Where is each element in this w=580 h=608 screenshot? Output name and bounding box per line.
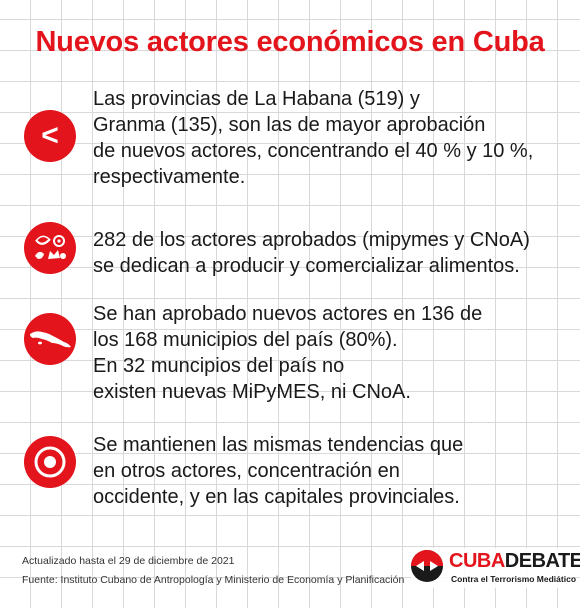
text-line: los 168 municipios del país (80%). — [93, 329, 398, 351]
item-text-1: Las provincias de La Habana (519) y Gran… — [93, 86, 533, 190]
text-line: En 32 muncipios del país no — [93, 355, 345, 377]
text-line: Se mantienen las mismas tendencias que — [93, 434, 464, 456]
page-title: Nuevos actores económicos en Cuba — [35, 26, 545, 58]
text-line: de nuevos actores, concentrando el 40 % … — [93, 140, 534, 162]
logo-wordmark: CUBADEBATE — [449, 550, 580, 573]
text-line: se dedican a producir y comercializar al… — [93, 255, 520, 277]
text-line: occidente, y en las capitales provincial… — [93, 486, 460, 508]
item-text-3: Se han aprobado nuevos actores en 136 de… — [93, 301, 482, 405]
text-line: 282 de los actores aprobados (mipymes y … — [93, 229, 530, 251]
text-line: respectivamente. — [93, 166, 246, 188]
food-icon — [24, 222, 76, 274]
less-than-icon: < — [24, 110, 76, 162]
target-rings-icon — [34, 446, 66, 478]
text-line: en otros actores, concentración en — [93, 460, 400, 482]
logo-mark-icon — [411, 550, 443, 582]
item-text-4: Se mantienen las mismas tendencias que e… — [93, 432, 463, 510]
food-glyph-icon — [35, 235, 66, 259]
text-line: existen nuevas MiPyMES, ni CNoA. — [93, 381, 411, 403]
logo-tagline: Contra el Terrorismo Mediático — [451, 574, 577, 584]
item-text-2: 282 de los actores aprobados (mipymes y … — [93, 227, 530, 279]
cuba-map-icon — [24, 313, 76, 365]
logo-brand-b: DEBATE — [504, 550, 580, 572]
logo-brand-a: CUBA — [449, 550, 505, 572]
source-note: Fuente: Instituto Cubano de Antropología… — [22, 574, 405, 586]
updated-note: Actualizado hasta el 29 de diciembre de … — [22, 555, 235, 567]
text-line: Se han aprobado nuevos actores en 136 de — [93, 303, 483, 325]
less-than-glyph: < — [41, 119, 59, 152]
text-line: Las provincias de La Habana (519) y — [93, 88, 420, 110]
target-icon — [24, 436, 76, 488]
text-line: Granma (135), son las de mayor aprobació… — [93, 114, 486, 136]
cuba-island-icon — [30, 331, 71, 348]
cubadebate-logo: CUBADEBATE Contra el Terrorismo Mediátic… — [411, 548, 580, 588]
